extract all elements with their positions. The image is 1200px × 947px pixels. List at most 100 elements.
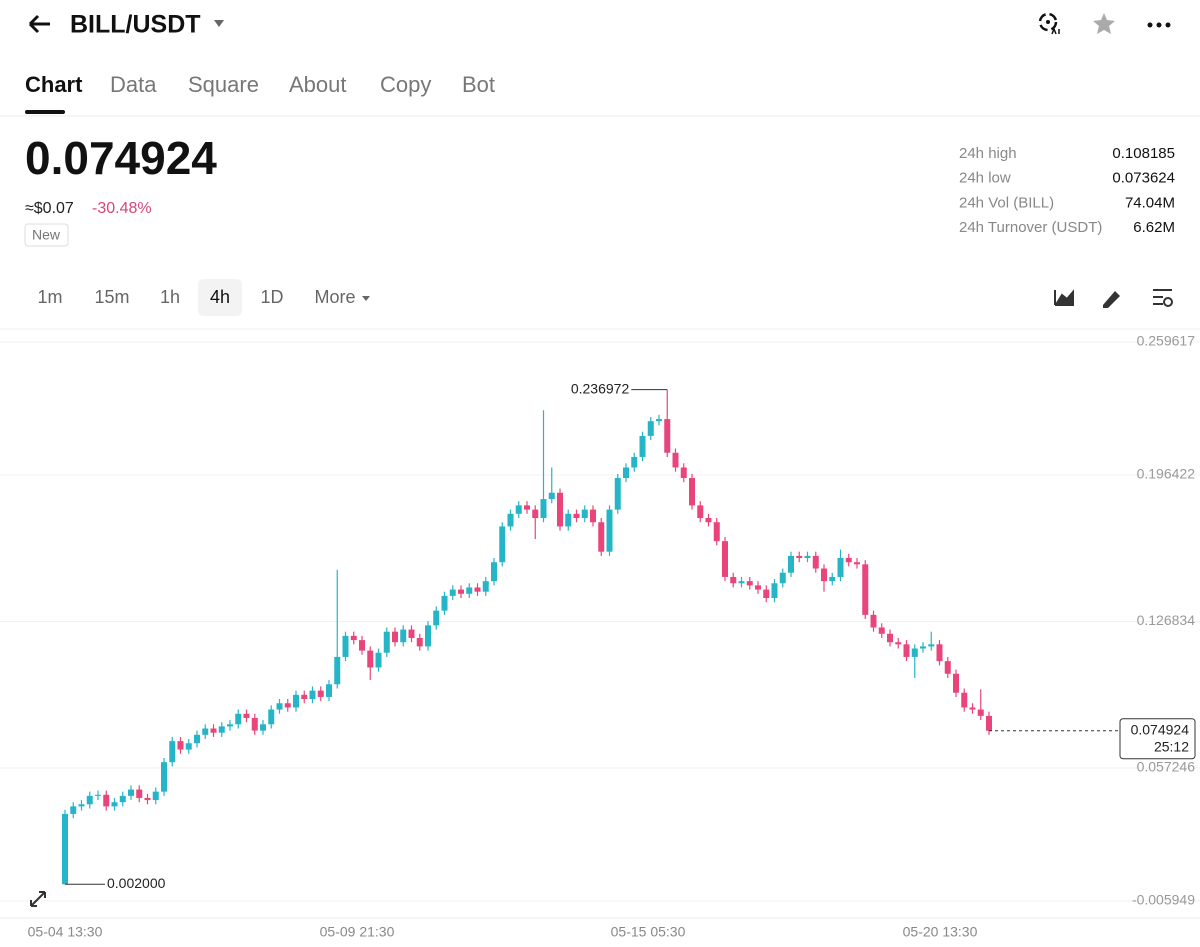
candle-body: [111, 802, 118, 807]
tab[interactable]: Copy: [380, 72, 431, 97]
candle-body: [854, 562, 860, 565]
candle-body: [722, 541, 728, 577]
candle-body: [458, 589, 464, 594]
candle-body: [103, 794, 110, 807]
candle-body: [334, 656, 341, 685]
candle-body: [631, 456, 638, 468]
candle-body: [326, 684, 332, 697]
candle-body: [548, 492, 555, 500]
interval-selected-bg: [198, 279, 242, 316]
candle-body: [119, 795, 126, 803]
stat-label: 24h high: [959, 145, 1017, 162]
candle-body: [243, 713, 250, 718]
candle-body: [161, 762, 167, 792]
favorite-icon[interactable]: [1093, 13, 1115, 34]
pair-title[interactable]: BILL/USDT: [70, 11, 201, 39]
interval[interactable]: 1D: [260, 287, 283, 307]
interval[interactable]: 4h: [210, 287, 230, 307]
candle-body: [317, 690, 324, 697]
candle-body: [491, 562, 497, 582]
fullscreen-icon[interactable]: [30, 891, 46, 907]
interval[interactable]: 15m: [94, 287, 129, 307]
y-tick-label: 0.259617: [1137, 333, 1196, 349]
chart-type-icon[interactable]: [1054, 289, 1074, 306]
tab-underline: [25, 110, 65, 114]
candle-body: [284, 703, 291, 708]
badge-box: [24, 223, 69, 247]
candle-body: [301, 694, 308, 700]
candle-body: [227, 724, 233, 727]
stat-label: 24h low: [959, 170, 1011, 187]
ai-icon[interactable]: [1038, 12, 1060, 35]
x-tick-label: 05-09 21:30: [320, 924, 395, 940]
tab[interactable]: Data: [110, 72, 157, 97]
usd-price: ≈$0.07: [25, 200, 74, 217]
candle-body: [895, 642, 902, 645]
candle-body: [202, 728, 209, 735]
candle-body: [251, 717, 258, 731]
stat-value: 74.04M: [1125, 194, 1175, 211]
candle-body: [86, 795, 93, 805]
candle-body: [70, 806, 77, 814]
x-tick-label: 05-04 13:30: [28, 924, 103, 940]
x-tick-label: 05-15 05:30: [611, 924, 686, 940]
candle-body: [540, 499, 547, 519]
candle-body: [342, 635, 349, 657]
candle-body: [647, 421, 654, 436]
candle-body: [862, 564, 869, 615]
tab[interactable]: Square: [188, 72, 259, 97]
candle-body: [350, 635, 357, 641]
candle-body: [425, 625, 431, 647]
interval[interactable]: More: [314, 287, 355, 307]
low-label: 0.002000: [107, 875, 166, 891]
interval[interactable]: 1h: [160, 287, 180, 307]
indicator-icon[interactable]: [1153, 289, 1172, 305]
candle-body: [565, 513, 572, 527]
candle-body: [375, 652, 382, 668]
pair-dropdown[interactable]: [214, 20, 224, 27]
tab[interactable]: About: [289, 72, 347, 97]
candle-body: [697, 505, 704, 519]
candle-body: [812, 555, 819, 569]
candle-body: [466, 587, 473, 594]
stat-value: 0.108185: [1112, 145, 1175, 162]
high-label: 0.236972: [571, 380, 630, 396]
candle-body: [185, 743, 192, 750]
back-icon[interactable]: [28, 14, 50, 34]
stat-value: 0.073624: [1112, 170, 1175, 187]
candle-body: [268, 709, 275, 725]
candle-body: [218, 726, 225, 733]
candle-body: [779, 572, 786, 584]
interval[interactable]: 1m: [37, 287, 62, 307]
candle-body: [961, 692, 968, 708]
candle-body: [474, 587, 481, 592]
candle-body: [152, 791, 159, 801]
candle-body: [400, 629, 407, 643]
x-tick-label: 05-20 13:30: [903, 924, 978, 940]
candle-body: [837, 558, 844, 577]
y-tick-label: -0.005949: [1132, 892, 1195, 908]
more-dropdown[interactable]: [362, 296, 370, 301]
tab[interactable]: Chart: [25, 72, 83, 97]
candle-body: [557, 492, 563, 527]
candle-body: [969, 707, 976, 710]
more-icon[interactable]: [1147, 22, 1171, 28]
tab[interactable]: Bot: [462, 72, 495, 97]
candle-body: [936, 644, 943, 662]
stat-label: 24h Turnover (USDT): [959, 219, 1102, 236]
candle-body: [293, 694, 299, 708]
candle-body: [482, 581, 489, 592]
candle-body: [614, 478, 621, 510]
candle-body: [441, 595, 448, 611]
candle-body: [392, 631, 398, 643]
candle-body: [309, 690, 316, 700]
candle-body: [210, 728, 217, 733]
candle-body: [128, 789, 134, 796]
candle-body: [788, 555, 794, 573]
candle-body: [276, 703, 283, 710]
candle-body: [845, 558, 852, 563]
candle-body: [507, 513, 514, 527]
draw-icon[interactable]: [1103, 291, 1120, 308]
